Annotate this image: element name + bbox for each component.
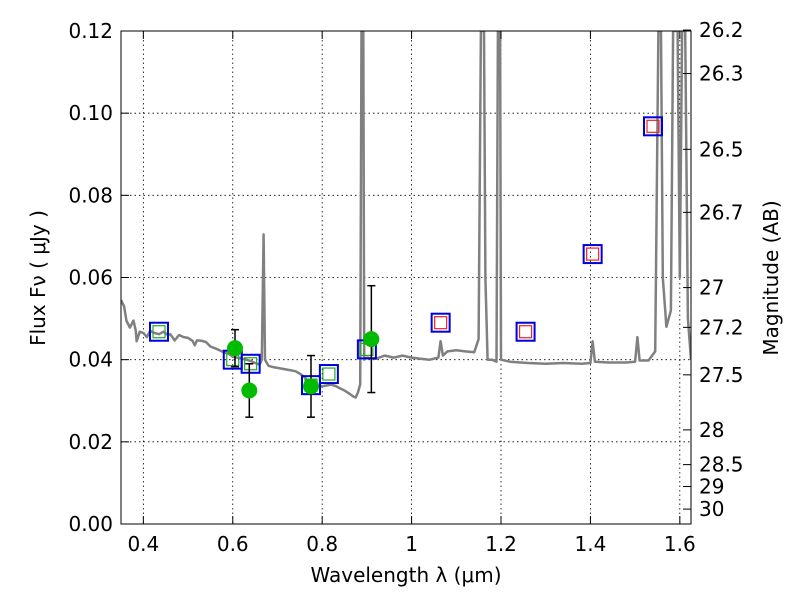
y-axis-right-label: Magnitude (AB)	[759, 200, 783, 355]
observed-point	[303, 378, 319, 395]
mag-tick-label: 30	[699, 497, 724, 521]
y-tick-label: 0.08	[68, 183, 113, 207]
x-tick-label: 1.2	[485, 532, 517, 556]
y-tick-label: 0.10	[68, 101, 113, 125]
y-axis-label: Flux Fν ( μJy )	[26, 210, 50, 346]
mag-tick-label: 27.2	[699, 315, 744, 339]
mag-tick-label: 27	[699, 276, 724, 300]
y-tick-label: 0.04	[68, 348, 113, 372]
model-sed-group	[121, 31, 691, 399]
y-tick-label: 0.06	[68, 266, 113, 290]
ir-model-point-outer	[582, 244, 603, 265]
mag-tick-label: 28.5	[699, 453, 744, 477]
mag-tick-label: 26.3	[699, 62, 744, 86]
x-tick-label: 0.6	[217, 532, 249, 556]
ir-model-point-outer	[515, 321, 536, 342]
x-tick-label: 0.8	[306, 532, 338, 556]
optical-model-point-inner	[152, 325, 166, 339]
x-axis-label: Wavelength λ (μm)	[310, 563, 501, 587]
mag-tick-label: 28	[699, 418, 724, 442]
model-sed-line	[121, 31, 691, 399]
y-tick-label: 0.02	[68, 430, 113, 454]
ticks-group: 0.4 0.6 0.8 1 1.2 1.4 1.6 0.00 0.02 0.04 0.06 0.08 0…	[68, 18, 743, 556]
optical-model-point-outer	[240, 353, 261, 374]
markers-group	[149, 116, 663, 418]
ir-model-point-inner	[646, 119, 660, 133]
mag-tick-label: 26.2	[699, 18, 744, 42]
optical-model-point-outer	[318, 364, 339, 385]
x-tick-label: 0.4	[127, 532, 159, 556]
observed-point	[227, 340, 243, 357]
ir-model-point-outer	[430, 312, 451, 333]
y-tick-label: 0.12	[68, 19, 113, 43]
x-tick-label: 1.6	[664, 532, 696, 556]
mag-tick-label: 27.5	[699, 363, 744, 387]
mag-tick-label: 26.7	[699, 200, 744, 224]
ir-model-point-inner	[586, 247, 600, 261]
ir-model-point-inner	[518, 325, 533, 339]
observed-point	[241, 382, 258, 399]
optical-model-point-inner	[244, 357, 258, 371]
mag-tick-label: 26.5	[699, 137, 744, 161]
grid	[121, 31, 691, 524]
ir-model-point-inner	[434, 316, 448, 330]
optical-model-point-inner	[322, 367, 336, 381]
x-tick-label: 1.4	[575, 532, 607, 556]
y-tick-label: 0.00	[68, 512, 113, 536]
ir-model-point-outer	[643, 116, 663, 137]
mag-tick-label: 29	[699, 475, 724, 499]
observed-point	[363, 331, 380, 348]
optical-model-point-outer	[149, 321, 169, 342]
x-tick-label: 1	[405, 532, 418, 556]
